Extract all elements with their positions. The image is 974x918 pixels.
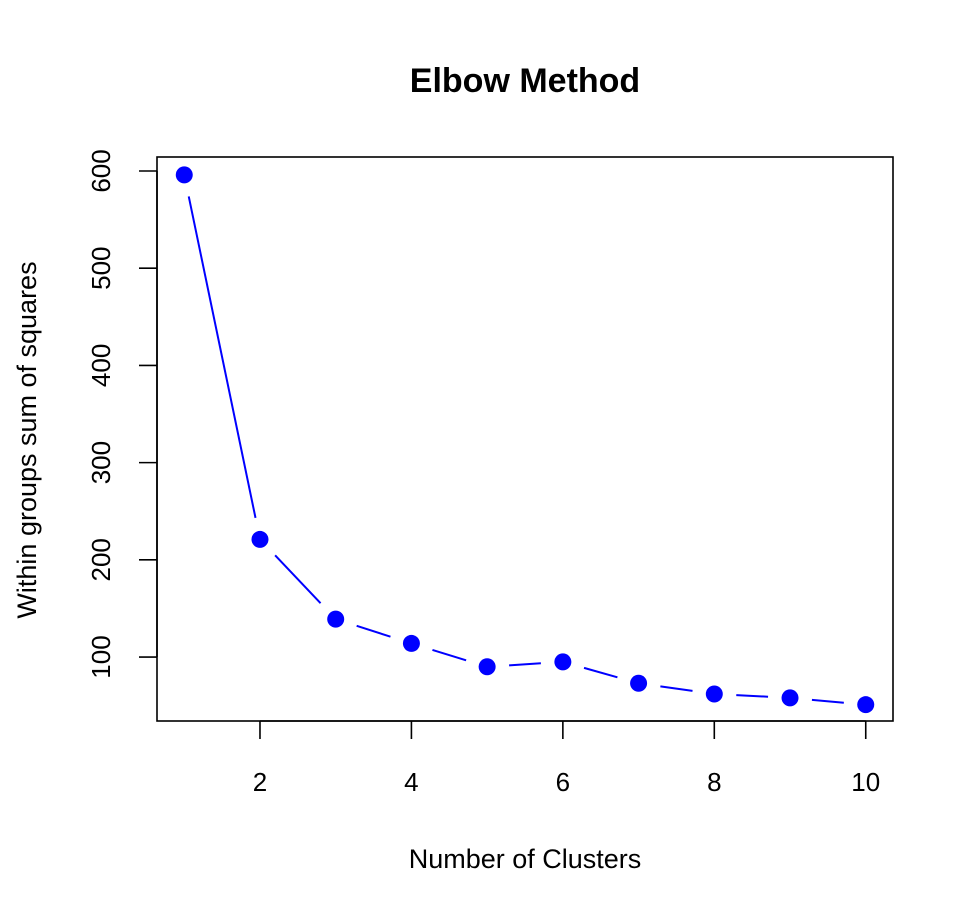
data-point (857, 696, 875, 714)
y-tick-label: 600 (86, 149, 116, 192)
data-point (251, 530, 269, 548)
series-line-segment (736, 694, 769, 698)
data-point (630, 674, 648, 692)
data-point (175, 166, 193, 184)
x-tick-label: 6 (556, 767, 570, 797)
series-line-segment (509, 662, 541, 667)
chart-title: Elbow Method (410, 62, 640, 100)
data-point (478, 658, 496, 676)
series-line-segment (811, 698, 844, 704)
series-line-segment (583, 666, 618, 679)
data-point (402, 634, 420, 652)
x-tick-label: 4 (404, 767, 418, 797)
series-line-segment (187, 196, 257, 519)
y-tick-label: 400 (86, 344, 116, 387)
y-tick-label: 100 (86, 635, 116, 678)
series-line-segment (660, 685, 693, 692)
y-tick-label: 300 (86, 441, 116, 484)
data-point (705, 685, 723, 703)
x-tick-label: 10 (851, 767, 880, 797)
series-line-segment (432, 648, 467, 662)
y-axis: 100 200 300 400 500 600 (86, 149, 158, 679)
y-tick-label: 500 (86, 247, 116, 290)
x-tick-label: 2 (253, 767, 267, 797)
series-line-segment (356, 624, 391, 638)
series-layer (175, 166, 875, 714)
x-axis-label: Number of Clusters (409, 844, 642, 874)
series-line-segment (274, 554, 322, 604)
data-point (554, 653, 572, 671)
data-point (327, 610, 345, 628)
y-axis-label: Within groups sum of squares (12, 261, 42, 618)
x-tick-label: 8 (707, 767, 721, 797)
data-point (781, 689, 799, 707)
y-tick-label: 200 (86, 538, 116, 581)
x-axis: 2 4 6 8 10 (253, 720, 880, 797)
plot-frame (156, 156, 894, 722)
